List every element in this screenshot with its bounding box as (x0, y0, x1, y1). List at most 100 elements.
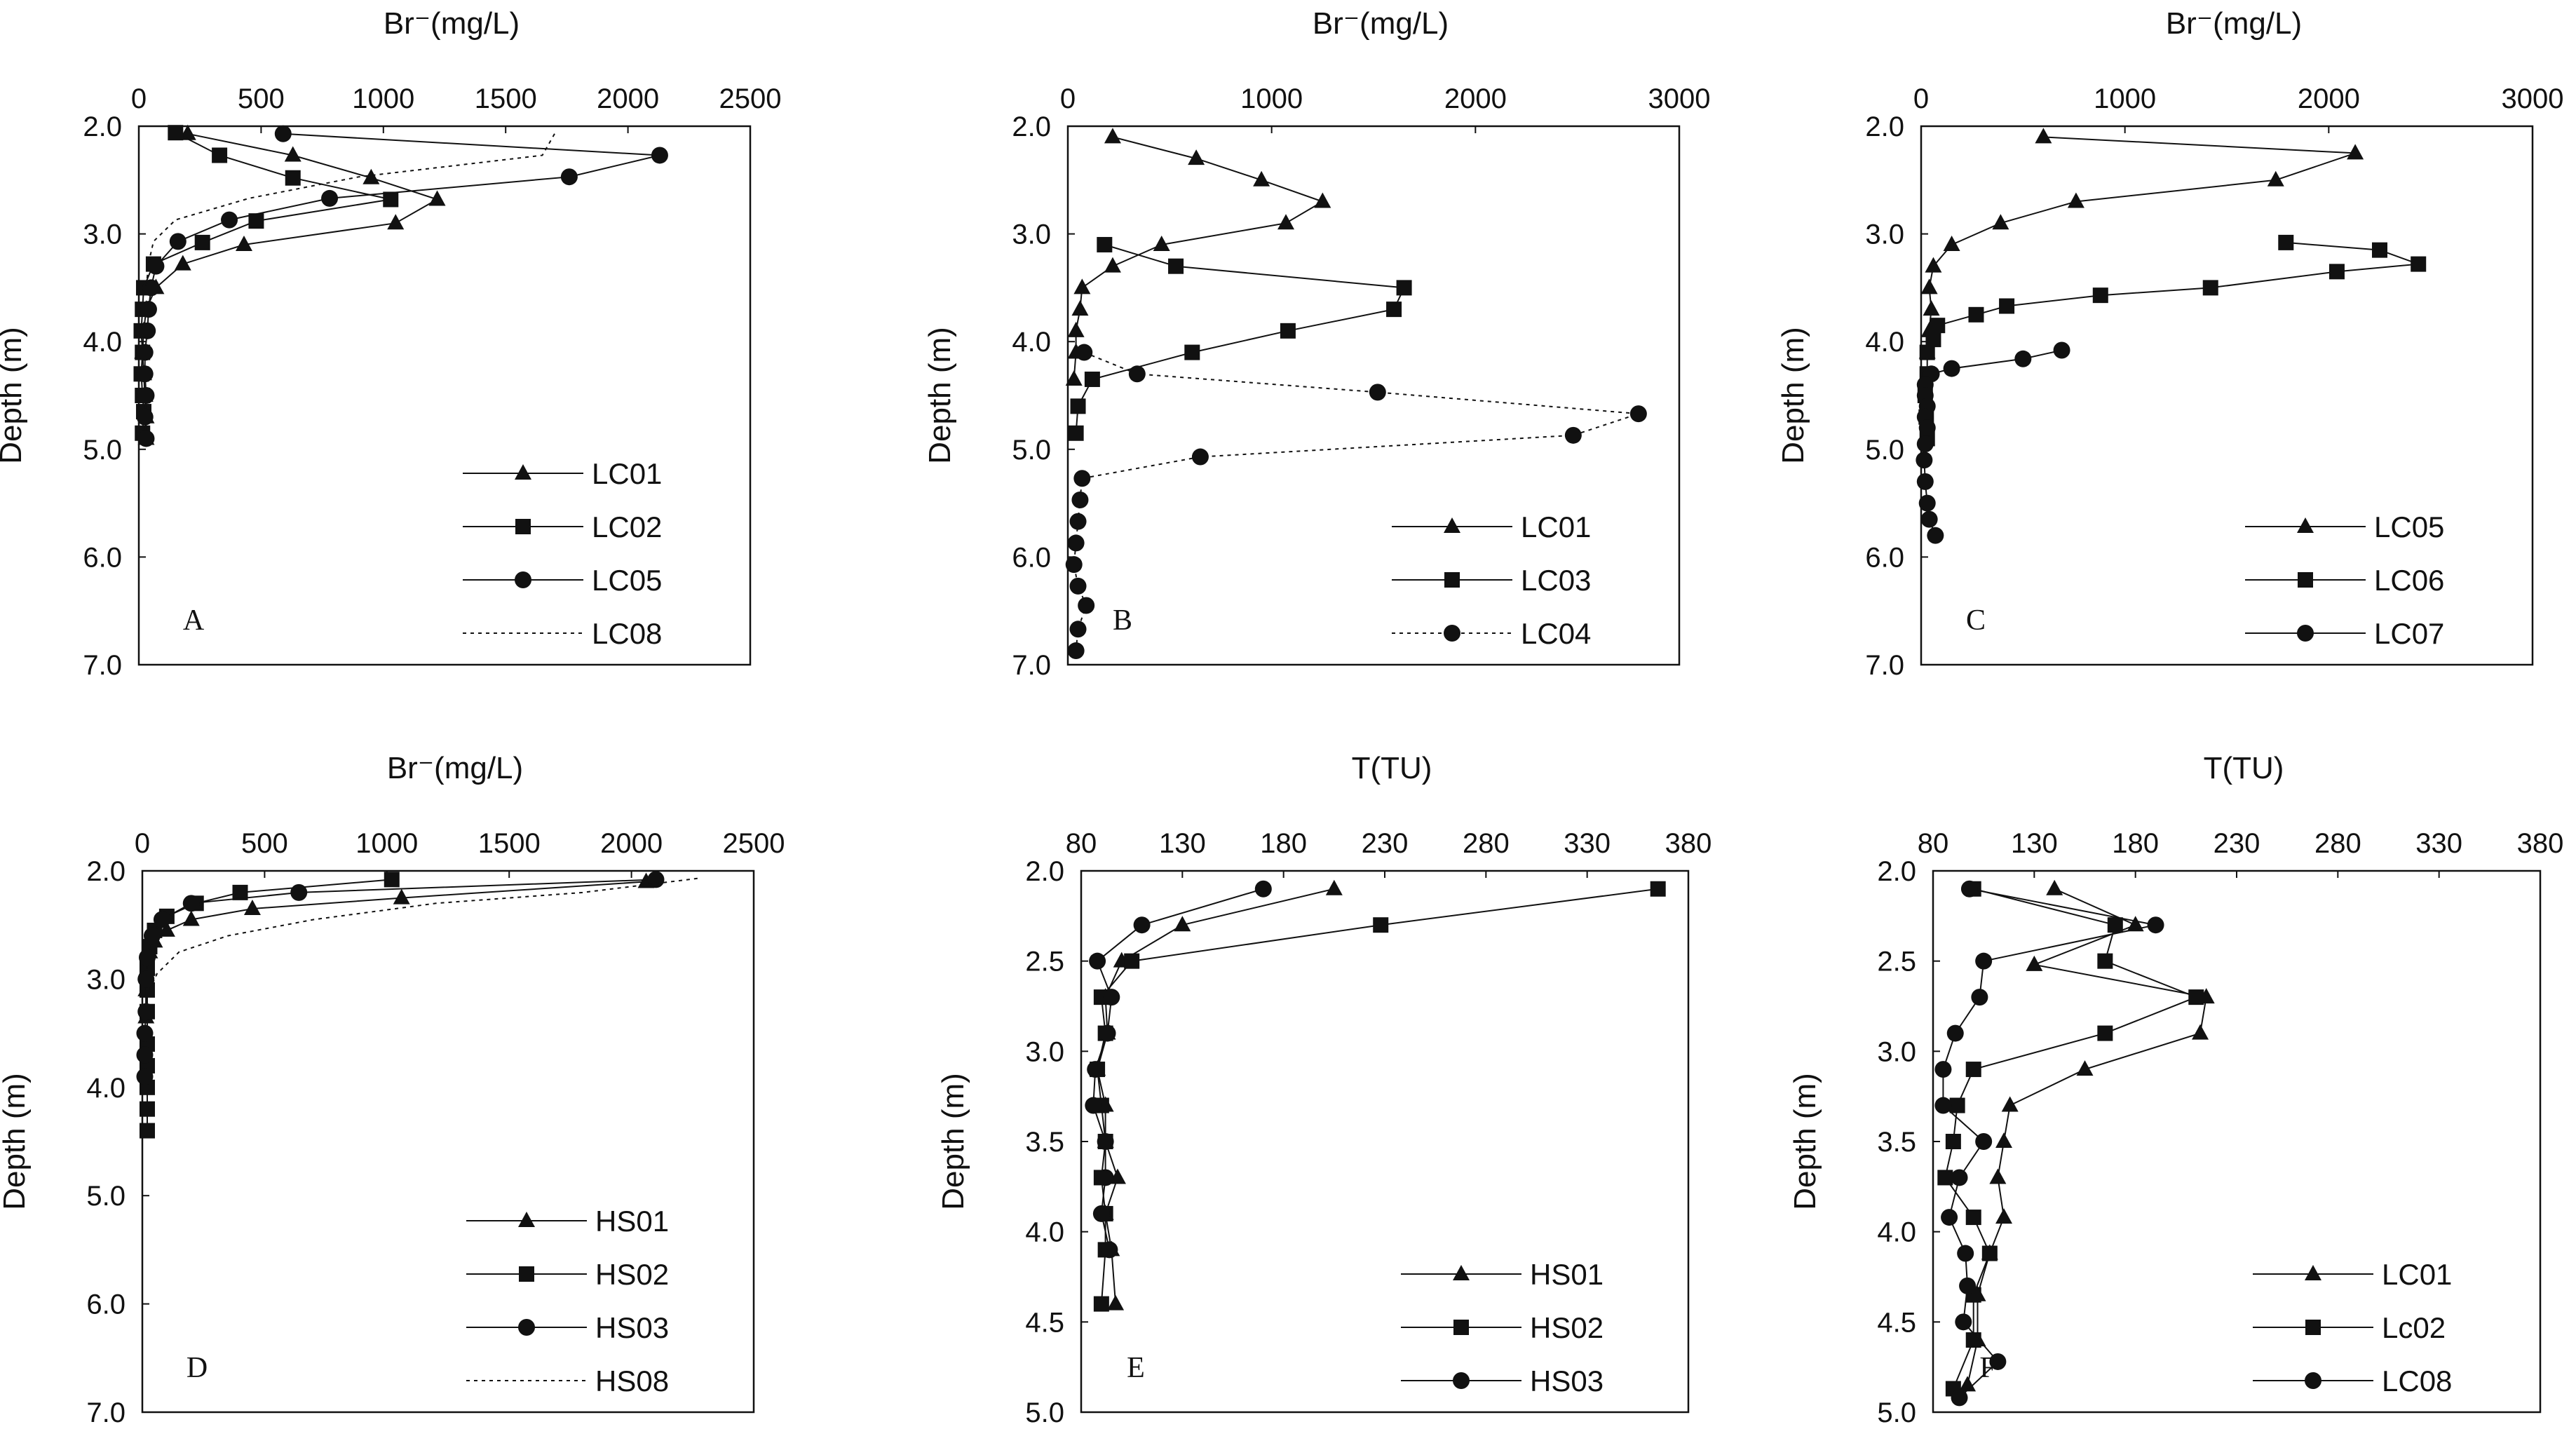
data-point (383, 191, 399, 208)
plot-frame (141, 869, 755, 1414)
data-point (1153, 235, 1170, 251)
series-line (1942, 888, 2156, 1399)
y-tick-label: 3.0 (1012, 219, 1051, 250)
data-point (2035, 128, 2052, 144)
y-axis-title: Depth (m) (1788, 1073, 1822, 1210)
data-point (1959, 1277, 1977, 1294)
series-hs01 (1089, 879, 1343, 1311)
data-point (232, 884, 248, 900)
series-line (1092, 888, 1264, 1250)
data-point (1971, 989, 1988, 1006)
legend-marker (515, 519, 531, 534)
data-point (243, 900, 261, 916)
y-tick-label: 2.0 (1025, 856, 1064, 887)
x-tick-label: 1000 (355, 828, 418, 859)
data-point (1071, 300, 1089, 316)
data-point (1067, 642, 1085, 660)
legend-marker (1444, 625, 1460, 642)
y-tick-label: 3.0 (1865, 219, 1904, 250)
data-point (158, 921, 175, 937)
y-tick-label: 6.0 (83, 542, 122, 573)
data-point (1989, 1168, 2007, 1184)
panel-letter: B (1113, 604, 1132, 637)
legend-label: LC01 (2382, 1258, 2452, 1291)
data-point (274, 125, 292, 142)
data-point (147, 257, 165, 275)
data-point (1946, 1024, 1964, 1042)
legend-label: LC08 (2382, 1364, 2452, 1397)
series-hs03 (136, 871, 665, 1085)
data-point (2014, 350, 2032, 367)
series-line (1097, 888, 1335, 1304)
data-point (1107, 1294, 1125, 1311)
data-point (647, 871, 665, 888)
x-tick-label: 3000 (2502, 83, 2564, 114)
data-point (139, 1123, 155, 1139)
x-tick-label: 2000 (2298, 83, 2360, 114)
y-tick-label: 4.0 (86, 1073, 126, 1104)
legend-label: LC04 (1521, 617, 1591, 650)
x-tick-label: 1000 (352, 83, 414, 114)
series-line (144, 133, 660, 439)
data-point (139, 1101, 155, 1117)
legend-marker (518, 1212, 535, 1227)
data-point (1968, 306, 1984, 323)
data-point (1191, 448, 1209, 466)
y-tick-label: 5.0 (1865, 435, 1904, 466)
legend-label: LC01 (592, 457, 662, 490)
legend-label: LC01 (1521, 510, 1591, 543)
data-point (1629, 405, 1647, 423)
data-point (1951, 1389, 1968, 1407)
data-point (1254, 880, 1272, 898)
legend-marker (2305, 1320, 2321, 1335)
y-tick-label: 2.0 (1865, 111, 1904, 142)
y-tick-label: 5.0 (1877, 1397, 1916, 1428)
data-point (428, 190, 446, 206)
series-line (144, 879, 656, 1077)
y-tick-label: 3.5 (1877, 1127, 1916, 1158)
data-point (1925, 332, 1941, 348)
series-lc05 (136, 125, 668, 447)
legend-label: HS01 (595, 1205, 669, 1238)
y-tick-label: 7.0 (83, 650, 122, 681)
data-point (321, 189, 339, 207)
data-point (1920, 278, 1938, 294)
series-hs03 (1085, 880, 1272, 1259)
data-point (1916, 435, 1934, 453)
legend-label: LC07 (2374, 617, 2444, 650)
data-point (2107, 917, 2123, 933)
data-point (362, 168, 380, 184)
x-tick-label: 330 (2415, 828, 2462, 859)
x-tick-label: 180 (2112, 828, 2159, 859)
series-hs02 (1090, 881, 1666, 1312)
data-point (2411, 256, 2427, 272)
data-point (2147, 916, 2164, 934)
x-tick-label: 1000 (1240, 83, 1303, 114)
legend-marker (519, 1266, 534, 1282)
data-point (182, 910, 200, 926)
series-lc03 (1068, 236, 1412, 441)
legend-marker (515, 571, 531, 588)
data-point (2202, 280, 2218, 296)
panel-e: 80 130 180 230 280 330 380 2.0 2.5 3.0 3.5 4.0 4.5 5.… (936, 751, 1711, 1428)
data-point (1068, 425, 1084, 441)
legend-marker (1444, 517, 1460, 533)
data-point (1314, 192, 1331, 208)
y-tick-label: 2.0 (1012, 111, 1051, 142)
data-point (285, 170, 301, 186)
data-point (1065, 556, 1083, 574)
data-point (137, 1003, 155, 1020)
x-tick-label: 80 (1066, 828, 1097, 859)
y-axis-title: Depth (m) (1776, 327, 1810, 464)
series-line (1075, 244, 1406, 433)
data-point (1373, 917, 1389, 933)
x-tick-label: 2500 (719, 83, 782, 114)
data-point (1093, 1296, 1109, 1312)
legend-label: LC05 (2374, 510, 2444, 543)
data-point (1960, 880, 1978, 898)
data-point (1943, 235, 1960, 251)
data-point (1992, 214, 2009, 230)
panel-letter: C (1966, 604, 1986, 637)
series-line (147, 879, 392, 1131)
